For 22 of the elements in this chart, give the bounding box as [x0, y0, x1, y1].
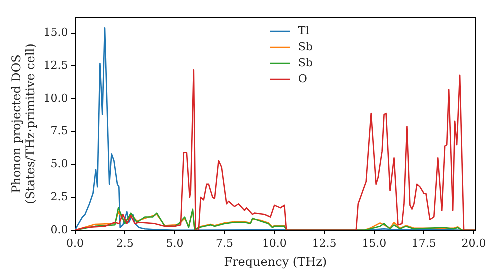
x-tick-label: 12.5	[312, 236, 337, 250]
x-tick-label: 10.0	[262, 236, 287, 250]
y-tick-label: 5.0	[50, 158, 68, 171]
y-tick-label: 12.5	[44, 59, 68, 72]
x-tick-label: 2.5	[116, 236, 134, 250]
x-axis-title: Frequency (THz)	[224, 254, 328, 269]
y-tick-label: 15.0	[44, 26, 68, 40]
legend-label: O	[298, 72, 308, 86]
y-tick-label: 2.5	[50, 190, 68, 204]
x-tick-label: 5.0	[166, 236, 184, 250]
legend-label: Sb	[298, 56, 313, 70]
x-tick-label: 0.0	[66, 236, 84, 250]
y-tick-label: 10.0	[44, 92, 68, 105]
y-axis-title: Phonon projected DOS (States/THz·primitive cell)	[9, 44, 38, 204]
x-tick-label: 7.5	[216, 236, 234, 250]
legend-label: Sb	[298, 40, 313, 54]
y-tick-label: 0.0	[50, 223, 68, 236]
x-tick-label: 17.5	[412, 236, 436, 250]
y-tick-label: 7.5	[50, 124, 68, 138]
x-tick-label: 15.0	[362, 236, 387, 250]
x-tick-label: 20.0	[462, 236, 486, 250]
legend-label: Tl	[298, 24, 310, 38]
